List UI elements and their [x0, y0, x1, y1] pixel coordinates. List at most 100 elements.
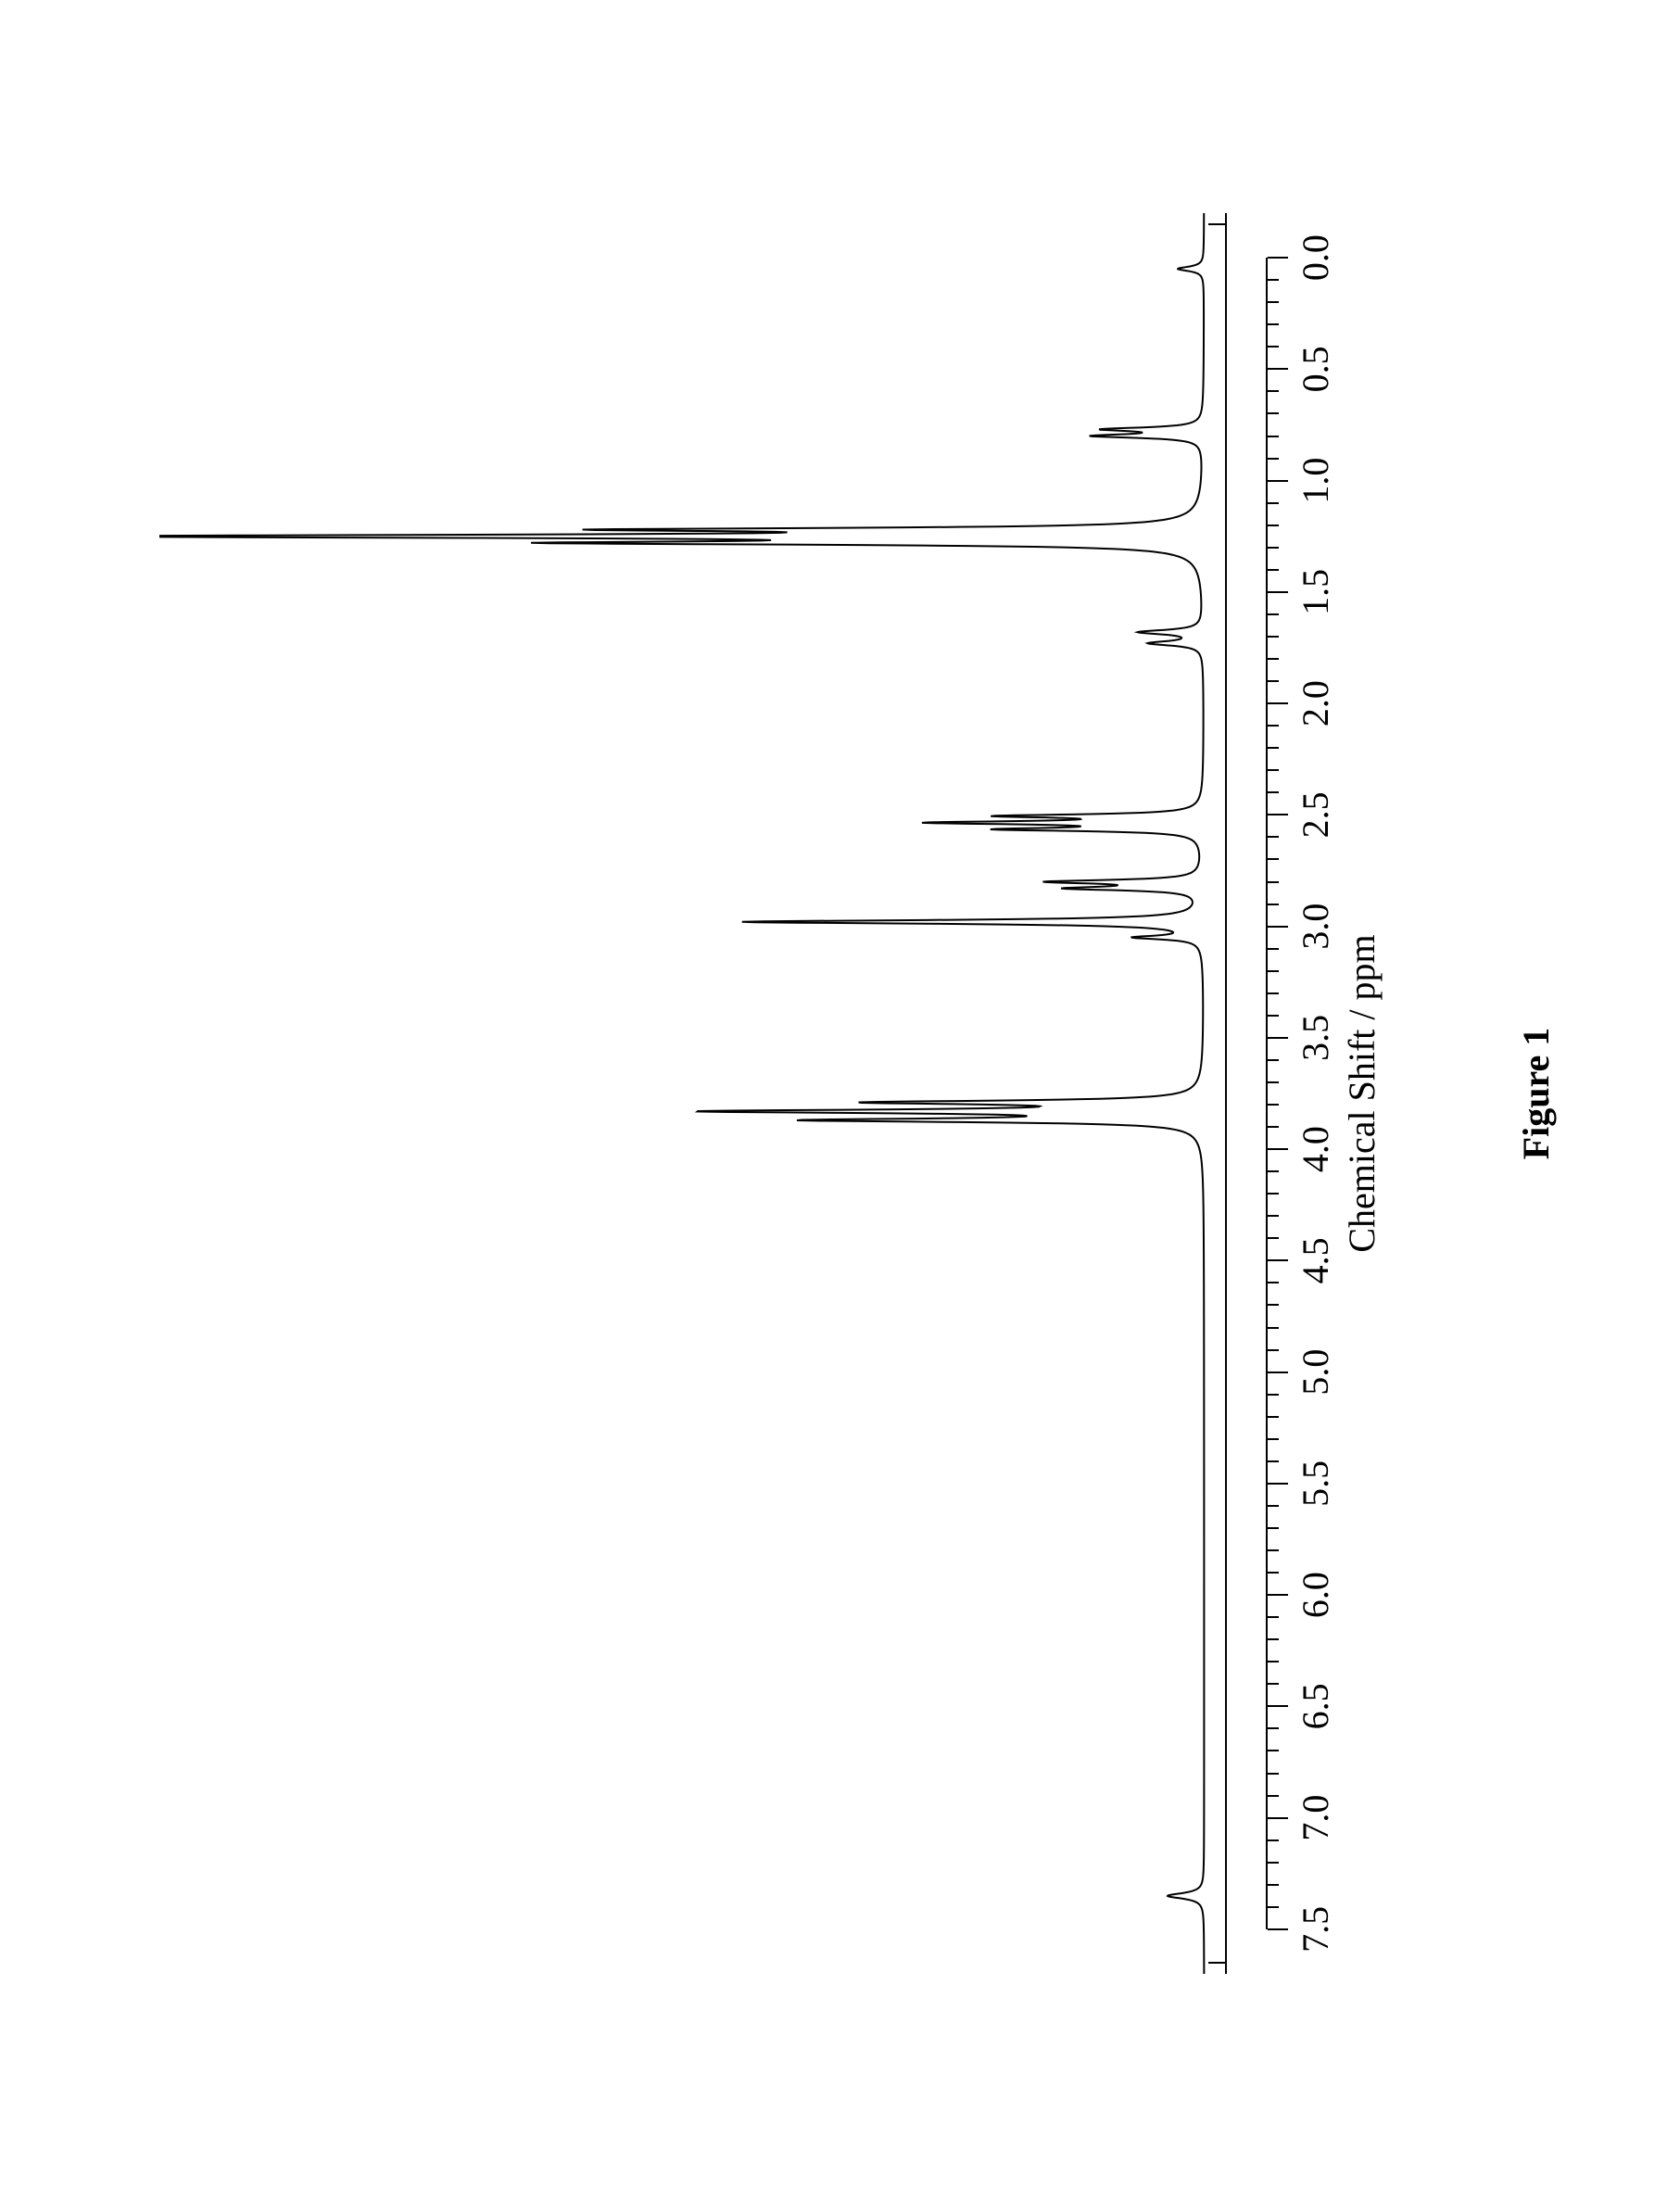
nmr-plot-area — [159, 213, 1227, 1974]
x-major-tick — [1268, 257, 1288, 259]
x-major-tick — [1268, 926, 1288, 928]
x-minor-tick — [1268, 1126, 1279, 1128]
x-minor-tick — [1268, 1059, 1279, 1061]
x-minor-tick — [1268, 525, 1279, 526]
x-minor-tick — [1268, 1638, 1279, 1640]
x-tick-label: 7.0 — [1294, 1795, 1337, 1841]
x-minor-tick — [1268, 1505, 1279, 1507]
x-minor-tick — [1268, 1906, 1279, 1908]
x-minor-tick — [1268, 1460, 1279, 1462]
x-major-tick — [1268, 591, 1288, 593]
x-minor-tick — [1268, 1170, 1279, 1172]
x-minor-tick — [1268, 502, 1279, 504]
x-tick-label: 0.0 — [1294, 234, 1337, 281]
x-minor-tick — [1268, 1572, 1279, 1574]
x-minor-tick — [1268, 458, 1279, 460]
x-major-tick — [1268, 1705, 1288, 1707]
nmr-trace — [159, 213, 1225, 1974]
x-minor-tick — [1268, 613, 1279, 615]
x-tick-label: 4.0 — [1294, 1126, 1337, 1172]
x-axis: 7.57.06.56.05.55.04.54.03.53.02.52.01.51… — [1227, 213, 1412, 1974]
x-major-tick — [1268, 480, 1288, 482]
x-major-tick — [1268, 814, 1288, 815]
x-minor-tick — [1268, 323, 1279, 325]
x-minor-tick — [1268, 1438, 1279, 1440]
figure-caption: Figure 1 — [1514, 1028, 1558, 1160]
x-minor-tick — [1268, 992, 1279, 994]
x-minor-tick — [1268, 769, 1279, 771]
x-minor-tick — [1268, 881, 1279, 883]
x-minor-tick — [1268, 1237, 1279, 1239]
x-minor-tick — [1268, 301, 1279, 303]
x-minor-tick — [1268, 747, 1279, 749]
x-tick-label: 1.0 — [1294, 458, 1337, 504]
x-minor-tick — [1268, 1349, 1279, 1351]
x-minor-tick — [1268, 791, 1279, 793]
x-minor-tick — [1268, 279, 1279, 281]
rotated-figure-wrap: 7.57.06.56.05.55.04.54.03.53.02.52.01.51… — [159, 213, 1522, 1974]
x-minor-tick — [1268, 1304, 1279, 1306]
x-minor-tick — [1268, 1795, 1279, 1797]
x-tick-label: 3.5 — [1294, 1015, 1337, 1061]
x-minor-tick — [1268, 1616, 1279, 1618]
nmr-figure: 7.57.06.56.05.55.04.54.03.53.02.52.01.51… — [159, 213, 1522, 1974]
x-minor-tick — [1268, 1282, 1279, 1283]
x-major-tick — [1268, 1148, 1288, 1150]
x-tick-label: 0.5 — [1294, 346, 1337, 392]
x-major-tick — [1268, 1817, 1288, 1819]
x-major-tick — [1268, 368, 1288, 370]
x-tick-label: 5.0 — [1294, 1349, 1337, 1396]
page: 7.57.06.56.05.55.04.54.03.53.02.52.01.51… — [0, 0, 1680, 2187]
x-minor-tick — [1268, 1773, 1279, 1775]
x-major-tick — [1268, 1483, 1288, 1485]
x-tick-label: 6.5 — [1294, 1683, 1337, 1729]
x-minor-tick — [1268, 970, 1279, 972]
x-minor-tick — [1268, 1727, 1279, 1729]
x-minor-tick — [1268, 436, 1279, 437]
x-tick-label: 6.0 — [1294, 1572, 1337, 1618]
x-minor-tick — [1268, 1549, 1279, 1551]
x-minor-tick — [1268, 1015, 1279, 1017]
x-minor-tick — [1268, 680, 1279, 682]
x-major-tick — [1268, 1928, 1288, 1930]
nmr-trace-path — [159, 213, 1204, 1974]
x-minor-tick — [1268, 904, 1279, 905]
x-axis-line — [1266, 258, 1268, 1929]
x-major-tick — [1268, 1594, 1288, 1596]
x-tick-label: 4.5 — [1294, 1237, 1337, 1283]
x-minor-tick — [1268, 658, 1279, 660]
x-minor-tick — [1268, 858, 1279, 860]
x-tick-label: 5.5 — [1294, 1460, 1337, 1507]
x-minor-tick — [1268, 1683, 1279, 1685]
x-minor-tick — [1268, 1661, 1279, 1662]
x-minor-tick — [1268, 1215, 1279, 1217]
x-minor-tick — [1268, 948, 1279, 950]
x-minor-tick — [1268, 1104, 1279, 1106]
x-minor-tick — [1268, 412, 1279, 414]
x-minor-tick — [1268, 1327, 1279, 1329]
x-minor-tick — [1268, 390, 1279, 392]
x-minor-tick — [1268, 1839, 1279, 1841]
x-minor-tick — [1268, 836, 1279, 838]
x-minor-tick — [1268, 1394, 1279, 1396]
x-minor-tick — [1268, 1884, 1279, 1886]
x-minor-tick — [1268, 547, 1279, 549]
x-minor-tick — [1268, 346, 1279, 348]
x-tick-label: 2.5 — [1294, 791, 1337, 838]
x-minor-tick — [1268, 1527, 1279, 1529]
x-minor-tick — [1268, 1081, 1279, 1083]
x-minor-tick — [1268, 725, 1279, 727]
x-major-tick — [1268, 1037, 1288, 1039]
x-minor-tick — [1268, 1193, 1279, 1195]
x-major-tick — [1268, 1372, 1288, 1373]
x-tick-label: 3.0 — [1294, 904, 1337, 950]
x-axis-label: Chemical Shift / ppm — [1340, 934, 1383, 1252]
x-minor-tick — [1268, 1751, 1279, 1752]
x-tick-label: 1.5 — [1294, 569, 1337, 615]
x-minor-tick — [1268, 1416, 1279, 1418]
x-minor-tick — [1268, 636, 1279, 638]
x-minor-tick — [1268, 569, 1279, 571]
x-minor-tick — [1268, 1862, 1279, 1864]
x-tick-label: 2.0 — [1294, 680, 1337, 727]
x-major-tick — [1268, 1259, 1288, 1261]
